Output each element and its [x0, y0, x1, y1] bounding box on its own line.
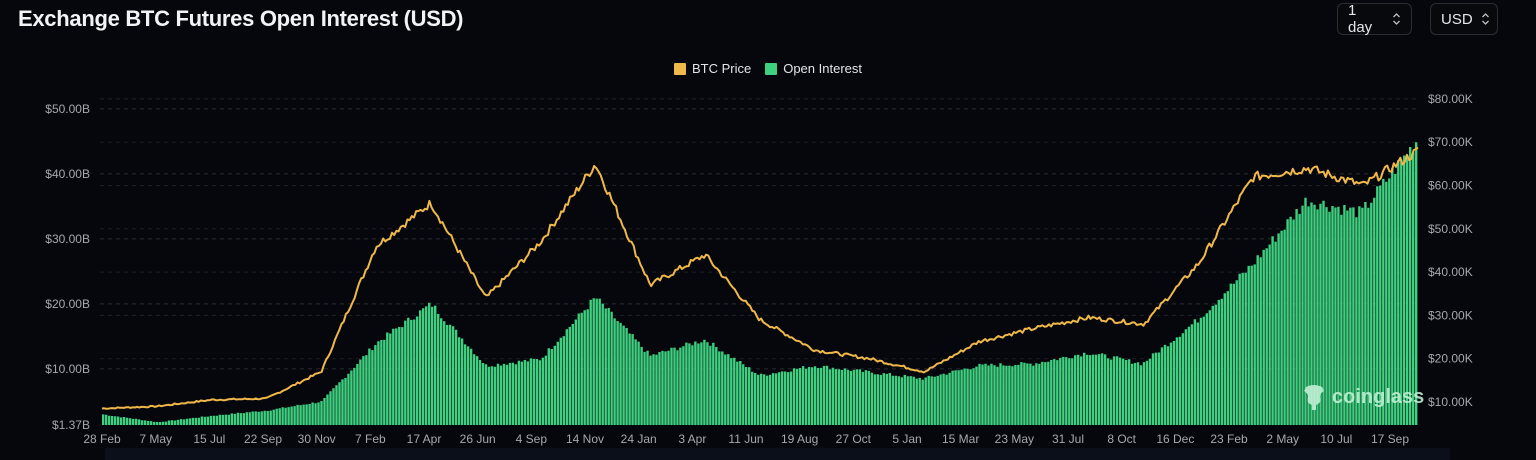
svg-text:22 Sep: 22 Sep: [244, 432, 282, 446]
svg-text:15 Jul: 15 Jul: [193, 432, 225, 446]
chart-legend: BTC Price Open Interest: [0, 61, 1536, 76]
watermark-text: coinglass: [1332, 385, 1425, 408]
svg-text:7 May: 7 May: [139, 432, 172, 446]
svg-text:4 Sep: 4 Sep: [516, 432, 548, 446]
svg-text:$40.00B: $40.00B: [45, 167, 90, 181]
grid-lines: [100, 98, 1420, 370]
svg-text:$70.00K: $70.00K: [1428, 135, 1473, 149]
open-interest-swatch: [765, 62, 778, 75]
btc-price-swatch: [673, 62, 686, 75]
svg-text:26 Jun: 26 Jun: [460, 432, 496, 446]
svg-text:14 Nov: 14 Nov: [566, 432, 604, 446]
svg-text:3 Apr: 3 Apr: [678, 432, 706, 446]
svg-text:15 Mar: 15 Mar: [942, 432, 979, 446]
coinglass-logo-icon: [1304, 385, 1324, 410]
currency-select[interactable]: USD: [1430, 3, 1498, 35]
svg-text:$20.00B: $20.00B: [45, 297, 90, 311]
svg-text:8 Oct: 8 Oct: [1107, 432, 1136, 446]
btc-price-line: [101, 146, 1419, 410]
svg-text:23 May: 23 May: [995, 432, 1034, 446]
svg-text:10 Jul: 10 Jul: [1320, 432, 1352, 446]
svg-text:2 May: 2 May: [1266, 432, 1299, 446]
page-title: Exchange BTC Futures Open Interest (USD): [18, 6, 464, 31]
range-scrollbar[interactable]: [105, 448, 1450, 460]
legend-item-open-interest[interactable]: Open Interest: [765, 61, 862, 76]
svg-text:30 Nov: 30 Nov: [298, 432, 336, 446]
legend-item-btc-price[interactable]: BTC Price: [673, 61, 752, 76]
svg-text:19 Aug: 19 Aug: [781, 432, 818, 446]
svg-text:17 Apr: 17 Apr: [407, 432, 442, 446]
svg-text:$20.00K: $20.00K: [1428, 352, 1473, 366]
legend-label: BTC Price: [691, 61, 752, 76]
svg-text:24 Jan: 24 Jan: [621, 432, 657, 446]
svg-text:$10.00B: $10.00B: [45, 362, 90, 376]
svg-text:28 Feb: 28 Feb: [83, 432, 121, 446]
chevron-up-down-icon: [1392, 12, 1401, 26]
svg-text:$30.00B: $30.00B: [45, 232, 90, 246]
svg-text:7 Feb: 7 Feb: [355, 432, 386, 446]
svg-text:$40.00K: $40.00K: [1428, 265, 1473, 279]
chevron-up-down-icon: [1481, 12, 1490, 26]
svg-text:$30.00K: $30.00K: [1428, 308, 1473, 322]
svg-text:$10.00K: $10.00K: [1428, 395, 1473, 409]
svg-text:$50.00K: $50.00K: [1428, 222, 1473, 236]
svg-text:16 Dec: 16 Dec: [1156, 432, 1194, 446]
svg-text:31 Jul: 31 Jul: [1052, 432, 1084, 446]
svg-text:27 Oct: 27 Oct: [836, 432, 872, 446]
svg-text:$50.00B: $50.00B: [45, 102, 90, 116]
left-y-axis: $50.00B $40.00B $30.00B $20.00B $10.00B $1.37…: [45, 102, 90, 432]
svg-text:23 Feb: 23 Feb: [1210, 432, 1248, 446]
svg-text:$80.00K: $80.00K: [1428, 92, 1473, 106]
svg-text:11 Jun: 11 Jun: [728, 432, 763, 446]
interval-select-value: 1 day: [1348, 2, 1373, 36]
svg-text:5 Jan: 5 Jan: [892, 432, 921, 446]
svg-text:17 Sep: 17 Sep: [1371, 432, 1409, 446]
interval-select[interactable]: 1 day: [1337, 2, 1412, 36]
svg-text:$60.00K: $60.00K: [1428, 179, 1473, 193]
right-y-axis: $80.00K $70.00K $60.00K $50.00K $40.00K $30.0…: [1428, 92, 1473, 409]
coinglass-watermark: coinglass: [1302, 383, 1424, 411]
svg-text:$1.37B: $1.37B: [52, 418, 90, 432]
legend-label: Open Interest: [783, 61, 862, 76]
x-axis: 28 Feb 7 May 15 Jul 22 Sep 30 Nov 7 Feb 17 Apr…: [83, 432, 1409, 446]
currency-select-value: USD: [1441, 10, 1473, 28]
